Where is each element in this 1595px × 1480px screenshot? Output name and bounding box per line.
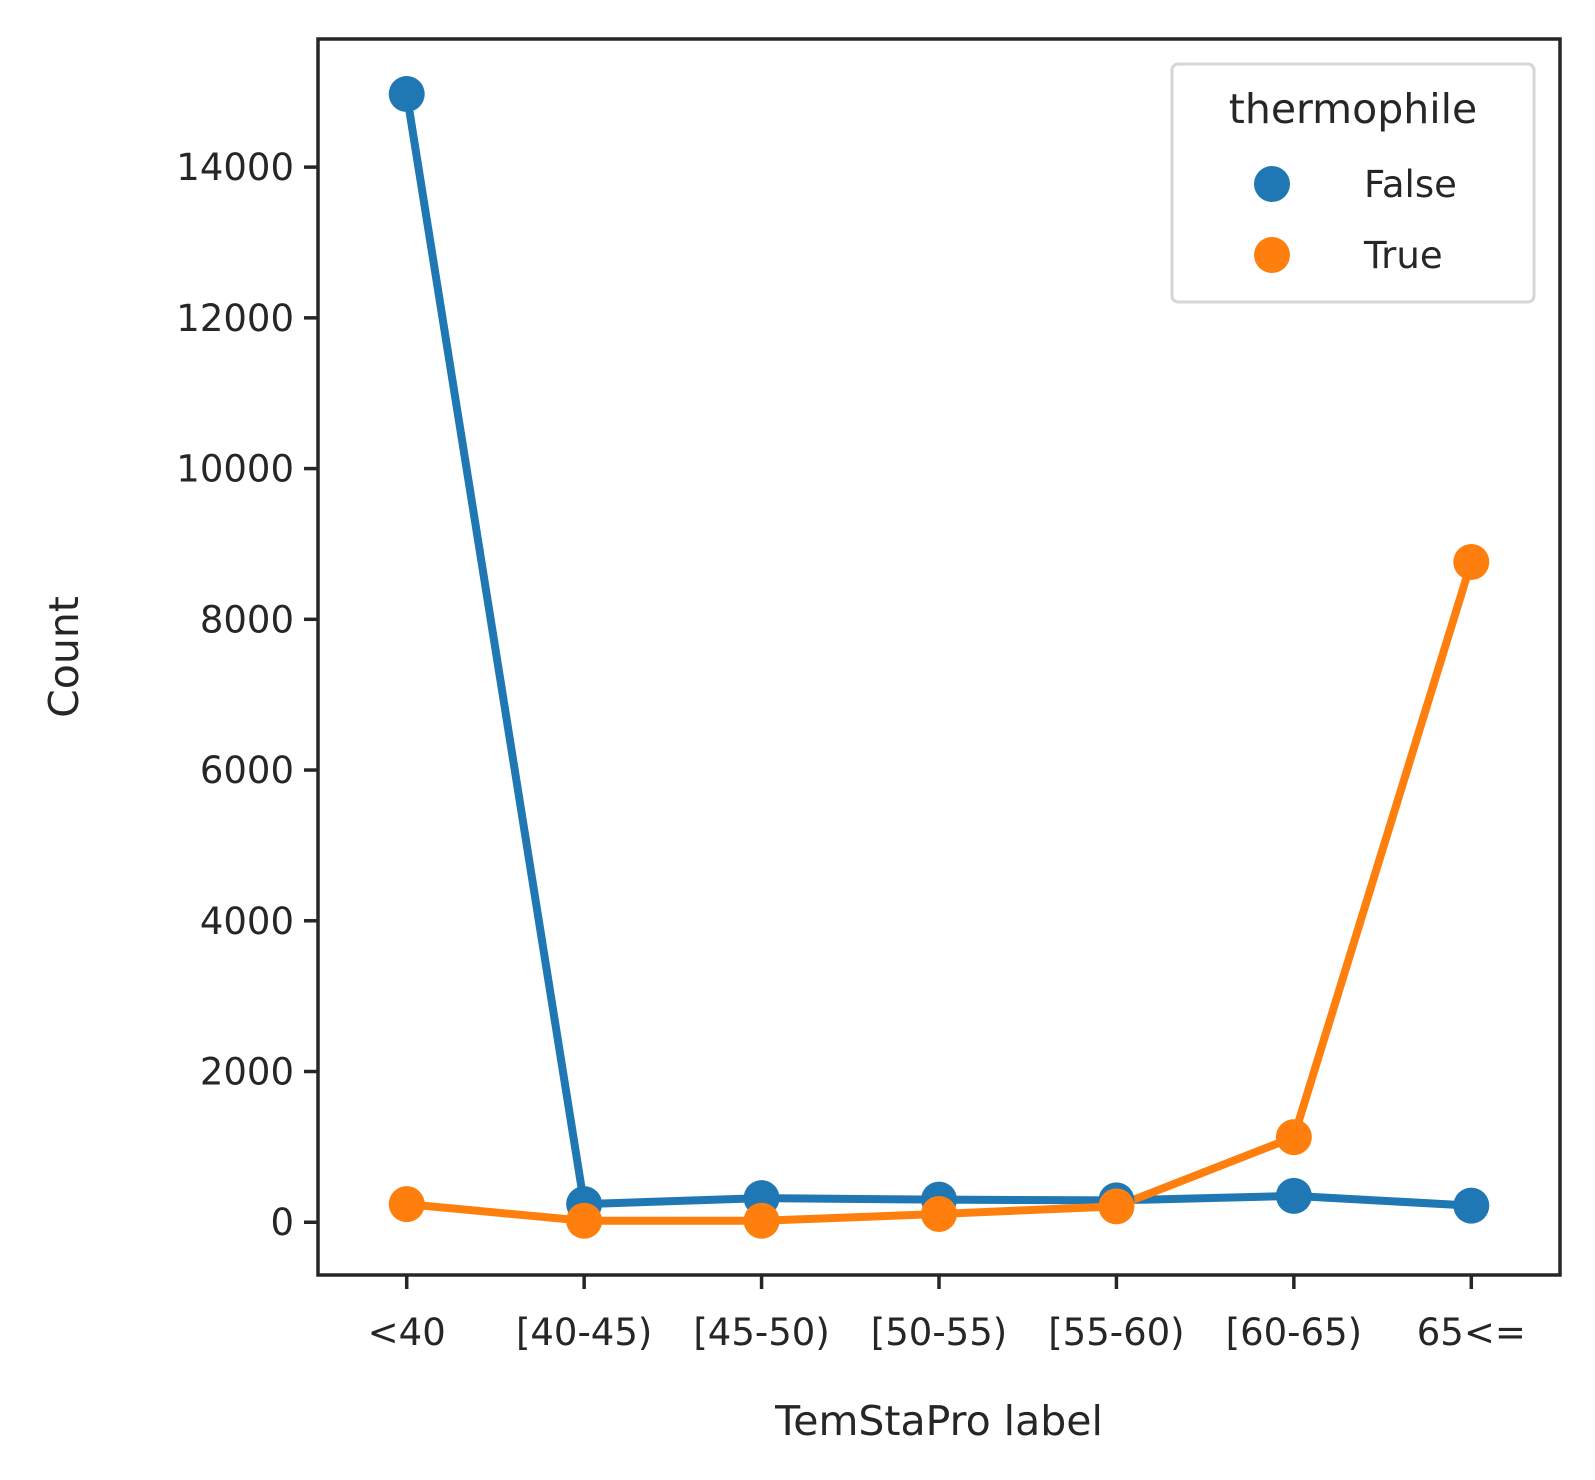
legend-label-false: False [1364, 163, 1457, 206]
data-point-true [388, 1186, 425, 1223]
legend-marker-false [1254, 166, 1290, 202]
y-axis-label: Count [40, 596, 88, 718]
legend-marker-true [1254, 237, 1290, 273]
axis-layer: 0 2000 4000 6000 8000 10000 12000 14000 <40 [40-4… [176, 146, 1526, 1354]
y-tick-label: 6000 [200, 749, 294, 792]
data-point-true [566, 1202, 603, 1239]
x-axis-label: TemStaPro label [774, 1397, 1103, 1445]
data-point-false [388, 76, 425, 113]
data-point-false [1453, 1187, 1490, 1224]
legend-label-true: True [1363, 234, 1443, 277]
legend: thermophile False True [1170, 62, 1536, 304]
plot-layer [388, 76, 1490, 1239]
x-tick-label: 65<= [1417, 1311, 1526, 1354]
data-point-true [1453, 544, 1490, 581]
x-tick-label: [60-65) [1226, 1311, 1362, 1354]
data-point-true [1275, 1119, 1312, 1156]
y-tick-label: 8000 [200, 598, 294, 641]
legend-title: thermophile [1229, 85, 1477, 133]
x-tick-label: <40 [368, 1311, 446, 1354]
x-tick-label: [45-50) [693, 1311, 829, 1354]
y-tick-label: 12000 [176, 297, 294, 340]
data-point-true [921, 1195, 957, 1232]
y-tick-label: 0 [270, 1201, 294, 1244]
y-tick-label: 10000 [176, 448, 294, 491]
y-tick-label: 4000 [200, 900, 294, 943]
series-line-true [402, 558, 1476, 1225]
data-point-true [1098, 1188, 1135, 1225]
y-tick-label: 14000 [176, 146, 294, 189]
x-tick-label: [55-60) [1048, 1311, 1184, 1354]
legend-entries: False True [1254, 163, 1457, 277]
data-point-true [743, 1202, 780, 1239]
data-point-false [1275, 1177, 1312, 1214]
x-tick-label: [40-45) [516, 1311, 652, 1354]
y-tick-label: 2000 [200, 1051, 294, 1094]
x-tick-label: [50-55) [871, 1311, 1007, 1354]
